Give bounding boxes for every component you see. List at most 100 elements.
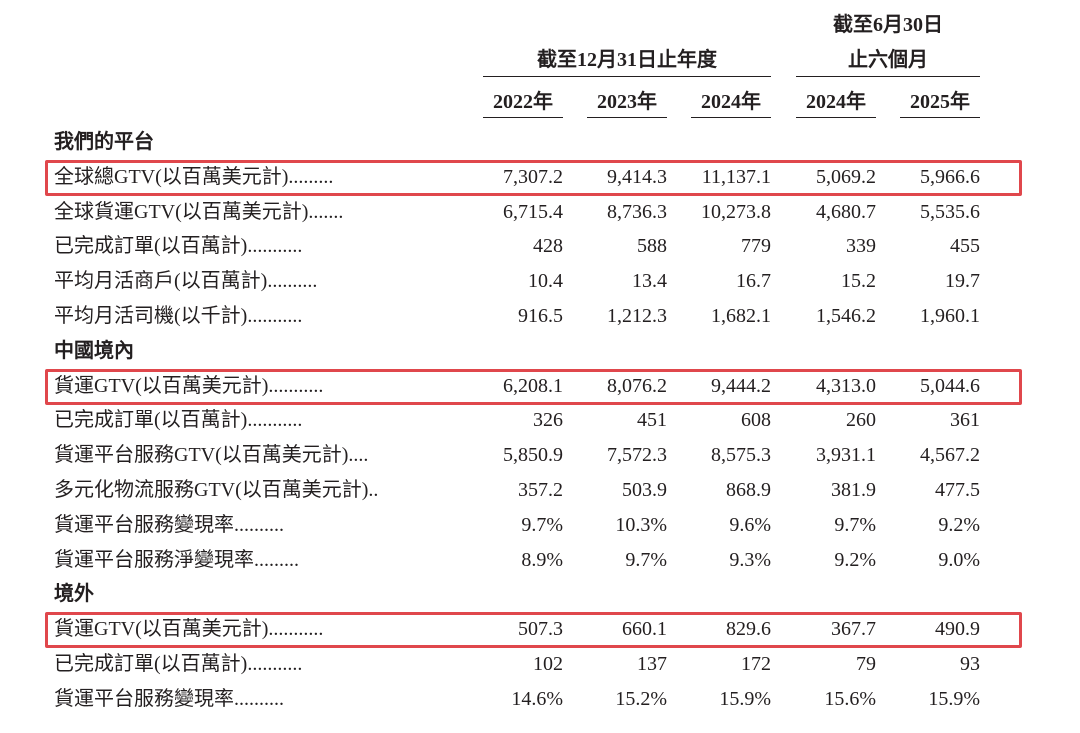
section-title: 中國境內 [54, 339, 134, 362]
cell-value: 477.5 [935, 479, 980, 501]
cell-value: 8.9% [521, 548, 563, 571]
cell-value: 381.9 [831, 479, 876, 501]
column-rule [483, 117, 563, 118]
row-label: 貨運平台服務變現率.......... [54, 687, 284, 710]
cell-value: 1,212.3 [607, 305, 667, 327]
cell-value: 172 [741, 653, 771, 675]
cell-value: 608 [741, 409, 771, 432]
cell-value: 339 [846, 235, 876, 258]
row-label: 平均月活司機(以千計)........... [54, 305, 303, 327]
cell-value: 15.9% [928, 687, 980, 710]
cell-value: 367.7 [831, 618, 876, 641]
cell-value: 102 [533, 653, 563, 675]
cell-value: 916.5 [518, 305, 563, 327]
cell-value: 5,850.9 [503, 444, 563, 467]
cell-value: 4,680.7 [816, 200, 876, 223]
cell-value: 9.7% [521, 513, 563, 536]
cell-value: 8,575.3 [711, 444, 771, 467]
cell-value: 137 [637, 653, 667, 675]
header-rule [483, 76, 771, 77]
highlight-box [45, 368, 1022, 405]
row-label: 貨運平台服務GTV(以百萬美元計).... [54, 444, 369, 467]
cell-value: 5,044.6 [920, 374, 980, 397]
cell-value: 8,076.2 [607, 374, 667, 397]
cell-value: 357.2 [518, 479, 563, 501]
cell-value: 5,535.6 [920, 200, 980, 223]
column-rule [900, 117, 980, 118]
cell-value: 3,931.1 [816, 444, 876, 467]
cell-value: 5,069.2 [816, 165, 876, 188]
cell-value: 9.7% [834, 513, 876, 536]
column-rule [796, 117, 876, 118]
cell-value: 6,208.1 [503, 374, 563, 397]
row-label: 已完成訂單(以百萬計)........... [54, 235, 303, 258]
cell-value: 93 [960, 653, 980, 675]
cell-value: 588 [637, 235, 667, 258]
cell-value: 19.7 [945, 270, 980, 293]
cell-value: 660.1 [622, 618, 667, 641]
column-rule [691, 117, 771, 118]
cell-value: 9,444.2 [711, 374, 771, 397]
row-label: 平均月活商戶(以百萬計).......... [54, 270, 318, 293]
header-rule [796, 76, 980, 77]
column-year: 2025年 [910, 91, 970, 113]
cell-value: 9.3% [729, 548, 771, 571]
row-label: 全球貨運GTV(以百萬美元計)....... [54, 200, 344, 223]
cell-value: 779 [741, 235, 771, 258]
cell-value: 9,414.3 [607, 165, 667, 188]
row-label: 全球總GTV(以百萬美元計)......... [54, 165, 334, 188]
column-year: 2024年 [806, 91, 866, 113]
highlight-box [45, 159, 1022, 196]
column-year: 2024年 [701, 91, 761, 113]
cell-value: 9.7% [625, 548, 667, 571]
cell-value: 4,313.0 [816, 374, 876, 397]
section-title: 我們的平台 [54, 131, 154, 153]
cell-value: 15.2 [841, 270, 876, 293]
cell-value: 7,572.3 [607, 444, 667, 467]
cell-value: 428 [533, 235, 563, 258]
cell-value: 829.6 [726, 618, 771, 641]
row-label: 多元化物流服務GTV(以百萬美元計).. [54, 479, 379, 501]
group-half: 止六個月 [848, 49, 928, 71]
cell-value: 10.4 [528, 270, 563, 293]
cell-value: 6,715.4 [503, 200, 563, 223]
cell-value: 9.0% [938, 548, 980, 571]
cell-value: 15.9% [719, 687, 771, 710]
row-label: 貨運GTV(以百萬美元計)........... [54, 618, 324, 641]
group-year: 截至12月31日止年度 [537, 49, 717, 71]
cell-value: 503.9 [622, 479, 667, 501]
cell-value: 507.3 [518, 618, 563, 641]
cell-value: 1,960.1 [920, 305, 980, 327]
cell-value: 5,966.6 [920, 165, 980, 188]
row-label: 已完成訂單(以百萬計)........... [54, 653, 303, 675]
column-year: 2023年 [597, 91, 657, 113]
section-title: 境外 [54, 583, 94, 606]
highlight-box [45, 612, 1022, 649]
cell-value: 10.3% [615, 513, 667, 536]
column-rule [587, 117, 667, 118]
cell-value: 9.6% [729, 513, 771, 536]
cell-value: 16.7 [736, 270, 771, 293]
cell-value: 260 [846, 409, 876, 432]
cell-value: 1,682.1 [711, 305, 771, 327]
cell-value: 9.2% [834, 548, 876, 571]
period-top: 截至6月30日 [833, 14, 943, 36]
cell-value: 1,546.2 [816, 305, 876, 327]
cell-value: 361 [950, 409, 980, 432]
cell-value: 10,273.8 [701, 200, 771, 223]
cell-value: 79 [856, 653, 876, 675]
cell-value: 455 [950, 235, 980, 258]
cell-value: 11,137.1 [701, 165, 771, 188]
row-label: 貨運GTV(以百萬美元計)........... [54, 374, 324, 397]
cell-value: 15.6% [824, 687, 876, 710]
cell-value: 490.9 [935, 618, 980, 641]
cell-value: 15.2% [615, 687, 667, 710]
row-label: 貨運平台服務淨變現率......... [54, 548, 299, 571]
cell-value: 13.4 [632, 270, 667, 293]
cell-value: 451 [637, 409, 667, 432]
cell-value: 868.9 [726, 479, 771, 501]
cell-value: 4,567.2 [920, 444, 980, 467]
cell-value: 326 [533, 409, 563, 432]
row-label: 貨運平台服務變現率.......... [54, 513, 284, 536]
